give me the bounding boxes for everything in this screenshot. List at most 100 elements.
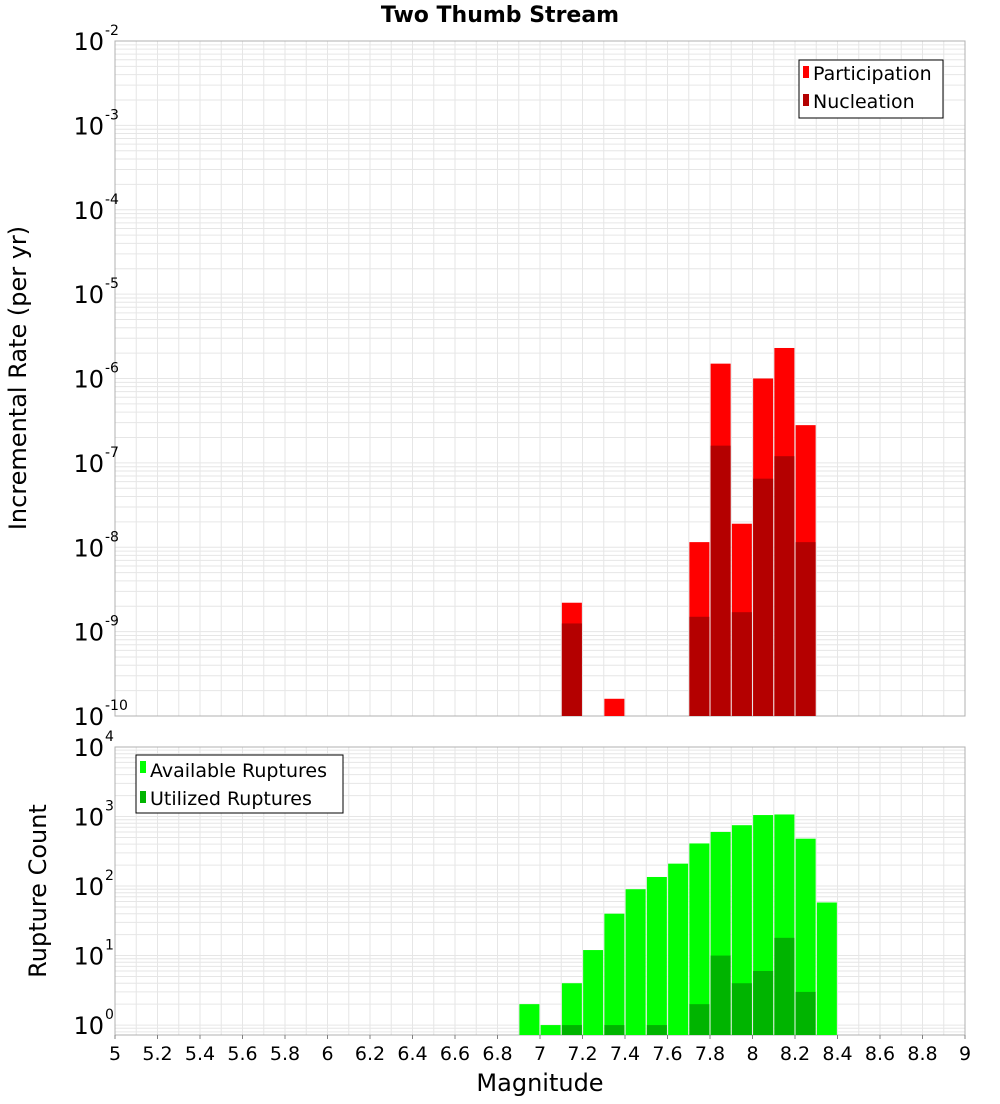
utilized-ruptures-bar xyxy=(646,1025,667,1035)
y-tick-exponent: -9 xyxy=(105,614,119,630)
y-tick-exponent: -10 xyxy=(105,698,128,714)
x-tick-label: 5.8 xyxy=(270,1043,300,1065)
available-ruptures-bar xyxy=(668,863,689,1035)
nucleation-legend-swatch xyxy=(803,94,809,106)
x-tick-label: 8.8 xyxy=(907,1043,937,1065)
y-tick-label: 10 0 xyxy=(73,1007,113,1040)
rate-bars xyxy=(561,347,816,716)
y-tick-exponent: 3 xyxy=(105,799,114,815)
y-tick-label: 10 3 xyxy=(73,799,113,832)
y-tick-exponent: -5 xyxy=(105,276,119,292)
utilized-ruptures-bar xyxy=(710,955,731,1035)
chart-title: Two Thumb Stream xyxy=(381,3,619,28)
y-tick-base: 10 xyxy=(73,197,104,225)
count-legend-box xyxy=(135,754,344,814)
utilized-ruptures-bar xyxy=(561,1025,582,1035)
y-tick-exponent: -4 xyxy=(105,192,119,208)
y-tick-exponent: 4 xyxy=(105,729,114,745)
y-tick-base: 10 xyxy=(73,534,104,562)
utilized-ruptures-bar xyxy=(753,970,774,1035)
available-ruptures-bar xyxy=(731,825,752,1035)
y-tick-base: 10 xyxy=(73,943,104,971)
x-tick-label: 6 xyxy=(321,1043,333,1065)
y-tick-base: 10 xyxy=(73,619,104,647)
y-tick-exponent: -8 xyxy=(105,529,119,545)
y-tick-exponent: 0 xyxy=(105,1007,114,1023)
utilized-ruptures-bar xyxy=(774,937,795,1035)
x-tick-label: 7.4 xyxy=(610,1043,640,1065)
x-tick-label: 6.8 xyxy=(482,1043,512,1065)
y-tick-base: 10 xyxy=(73,450,104,478)
count-legend: Available Ruptures Utilized Ruptures xyxy=(135,754,344,814)
available-ruptures-bar xyxy=(689,843,710,1035)
y-tick-exponent: -3 xyxy=(105,107,119,123)
available-legend-label: Available Ruptures xyxy=(150,760,327,782)
y-tick-label: 10 1 xyxy=(73,938,113,971)
count-y-axis-label: Rupture Count xyxy=(24,804,52,978)
y-tick-label: 10 4 xyxy=(73,729,114,762)
x-tick-label: 5.4 xyxy=(185,1043,215,1065)
x-tick-label: 7.8 xyxy=(695,1043,725,1065)
utilized-ruptures-bar xyxy=(604,1025,625,1035)
x-tick-label: 6.4 xyxy=(397,1043,427,1065)
utilized-ruptures-bar xyxy=(731,983,752,1035)
x-tick-label: 6.2 xyxy=(355,1043,385,1065)
y-tick-base: 10 xyxy=(73,804,104,832)
y-tick-label: 10 -4 xyxy=(73,192,119,225)
count-bars xyxy=(519,814,837,1035)
rate-legend: Participation Nucleation xyxy=(798,59,944,119)
nucleation-bar xyxy=(710,445,731,716)
x-tick-label: 7.6 xyxy=(652,1043,682,1065)
nucleation-bar xyxy=(753,478,774,716)
x-axis-label: Magnitude xyxy=(476,1069,603,1097)
x-tick-label: 8.6 xyxy=(865,1043,895,1065)
y-tick-base: 10 xyxy=(73,112,104,140)
available-legend-swatch xyxy=(140,761,146,773)
y-tick-base: 10 xyxy=(73,28,104,56)
y-tick-label: 10 -8 xyxy=(73,529,119,562)
participation-legend-swatch xyxy=(803,66,809,78)
rate-y-axis-label: Incremental Rate (per yr) xyxy=(4,226,32,530)
available-ruptures-bar xyxy=(583,950,604,1035)
x-tick-label: 8.2 xyxy=(780,1043,810,1065)
nucleation-bar xyxy=(774,456,795,716)
nucleation-bar xyxy=(689,616,710,716)
y-tick-label: 10 -6 xyxy=(73,361,119,394)
x-tick-label: 5.6 xyxy=(227,1043,257,1065)
rate-panel-grid xyxy=(114,40,966,717)
x-tick-label: 7.2 xyxy=(567,1043,597,1065)
y-tick-base: 10 xyxy=(73,1012,104,1040)
nucleation-bar xyxy=(561,623,582,716)
y-tick-label: 10 -5 xyxy=(73,276,119,309)
utilized-legend-swatch xyxy=(140,791,146,803)
y-tick-exponent: 2 xyxy=(105,868,114,884)
participation-bar xyxy=(604,698,625,716)
x-tick-label: 6.6 xyxy=(440,1043,470,1065)
participation-legend-label: Participation xyxy=(813,63,932,85)
y-tick-label: 10 -9 xyxy=(73,614,119,647)
utilized-ruptures-bar xyxy=(689,1004,710,1035)
available-ruptures-bar xyxy=(816,902,837,1035)
x-tick-label: 7 xyxy=(534,1043,546,1065)
count-x-ticks: 5 5.2 5.4 5.6 5.8 6 6.2 6.4 6.6 6.8 7 7.2 7.4 7.6 7.8 8… xyxy=(109,1035,971,1065)
x-tick-label: 5 xyxy=(109,1043,121,1065)
available-ruptures-bar xyxy=(604,913,625,1035)
count-panel-grid xyxy=(114,746,966,1035)
nucleation-bar xyxy=(795,542,816,716)
nucleation-legend-label: Nucleation xyxy=(813,91,915,113)
utilized-ruptures-bar xyxy=(795,991,816,1035)
y-tick-base: 10 xyxy=(73,703,104,731)
utilized-legend-label: Utilized Ruptures xyxy=(150,788,312,810)
x-tick-label: 8 xyxy=(746,1043,758,1065)
x-tick-label: 8.4 xyxy=(822,1043,852,1065)
y-tick-label: 10 2 xyxy=(73,868,113,901)
y-tick-label: 10 -10 xyxy=(73,698,127,731)
available-ruptures-bar xyxy=(625,889,646,1035)
y-tick-exponent: 1 xyxy=(105,938,114,954)
